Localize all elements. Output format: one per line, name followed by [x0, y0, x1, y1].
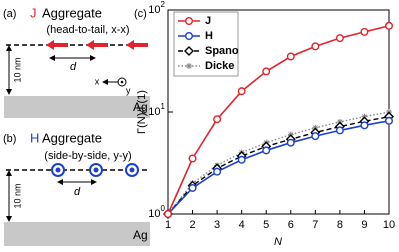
legend-marker	[184, 32, 193, 41]
legend-marker	[186, 63, 192, 69]
series	[163, 116, 394, 218]
y-tick-label: 101	[148, 102, 165, 118]
x-axis-label: N	[274, 236, 282, 248]
x-tick-label: 8	[337, 219, 343, 231]
x-tick-label: 4	[239, 219, 245, 231]
dipoles	[51, 163, 139, 177]
spacing-label: d	[70, 61, 77, 73]
panel-a: (a) J Aggregate (head-to-tail, x-x) d 10…	[3, 5, 150, 118]
y-tick-label: 102	[148, 0, 165, 16]
x-tick-label: 3	[214, 219, 220, 231]
axis-out-dot	[120, 80, 124, 84]
axis-out	[117, 77, 127, 87]
aggregate-kind: J	[30, 5, 37, 20]
point	[188, 154, 197, 163]
substrate-label: Ag	[133, 228, 148, 242]
series	[163, 21, 394, 218]
x-tick-label: 10	[383, 219, 395, 231]
point	[213, 167, 222, 176]
x-tick-label: 1	[165, 219, 171, 231]
point	[262, 67, 271, 76]
legend-label: H	[205, 30, 213, 42]
point	[360, 27, 369, 36]
axis-label: x	[95, 76, 100, 86]
height-label: 10 nm	[12, 183, 22, 208]
point	[237, 87, 246, 96]
legend-marker	[184, 46, 194, 56]
tick-base: 10	[148, 106, 160, 118]
point	[385, 116, 394, 125]
point	[360, 121, 369, 130]
tick-exponent: 2	[161, 0, 166, 9]
legend-label: J	[205, 15, 211, 27]
y-axis-label: Γ(N)/Γ(1)	[136, 90, 148, 134]
point	[311, 42, 320, 51]
panel-b: (b) H Aggregate (side-by-side, y-y) d 10…	[3, 130, 150, 246]
dipoles	[46, 40, 148, 50]
panel-tag: (b)	[3, 133, 16, 145]
point	[311, 132, 320, 141]
aggregate-title: Aggregate	[42, 130, 102, 145]
tick-base: 10	[148, 4, 160, 16]
aggregate-subtitle: (side-by-side, y-y)	[44, 150, 131, 162]
substrate	[4, 96, 150, 118]
point	[237, 155, 246, 164]
legend-label: Spano	[205, 45, 239, 57]
aggregate-subtitle: (head-to-tail, x-x)	[46, 24, 129, 36]
series	[163, 111, 394, 219]
axis-label: y	[126, 85, 131, 95]
legend-marker	[184, 17, 193, 26]
aggregate-title: Aggregate	[42, 5, 102, 20]
tick-exponent: 1	[161, 102, 166, 111]
y-tick-label: 100	[148, 204, 165, 220]
panel-tag: (a)	[3, 8, 16, 20]
series-line	[167, 115, 390, 215]
point	[335, 126, 344, 135]
point	[163, 209, 172, 218]
series	[165, 109, 392, 217]
tick-base: 10	[148, 208, 160, 220]
tick-exponent: 0	[161, 204, 166, 213]
legend-label: Dicke	[205, 60, 234, 72]
aggregate-kind: H	[30, 130, 39, 145]
point	[286, 138, 295, 147]
substrate	[4, 222, 150, 246]
panel-tag: (c)	[134, 8, 147, 20]
spacing-label: d	[74, 186, 81, 198]
x-tick-label: 9	[361, 219, 367, 231]
x-tick-label: 2	[189, 219, 195, 231]
x-tick-label: 7	[312, 219, 318, 231]
series-line	[167, 25, 390, 215]
point	[286, 52, 295, 61]
series-line	[167, 120, 390, 215]
x-tick-label: 5	[263, 219, 269, 231]
point	[262, 146, 271, 155]
point	[385, 21, 394, 30]
x-tick-label: 6	[288, 219, 294, 231]
point	[188, 183, 197, 192]
series-line	[167, 111, 390, 215]
legend-box	[173, 11, 239, 77]
point	[213, 115, 222, 124]
point	[335, 34, 344, 43]
height-label: 10 nm	[12, 57, 22, 82]
substrate-label: Ag	[133, 100, 148, 114]
